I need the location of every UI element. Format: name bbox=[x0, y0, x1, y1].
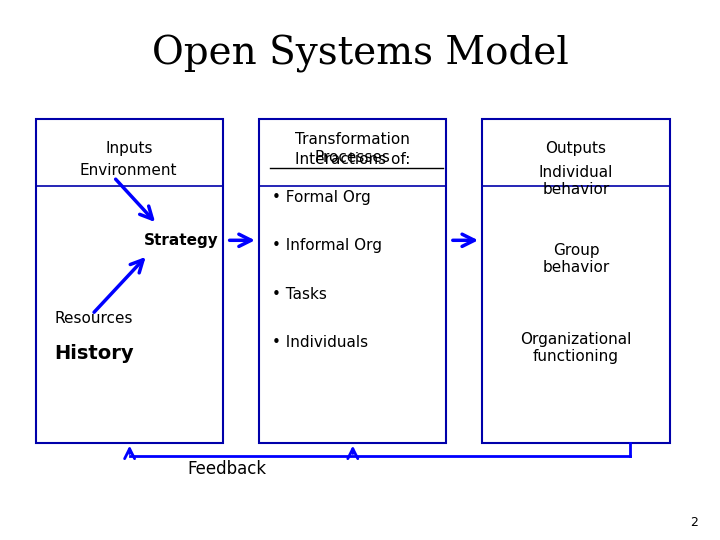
FancyBboxPatch shape bbox=[259, 119, 446, 443]
Text: Open Systems Model: Open Systems Model bbox=[152, 35, 568, 73]
Text: • Informal Org: • Informal Org bbox=[272, 238, 382, 253]
Text: Inputs: Inputs bbox=[106, 141, 153, 156]
Text: Strategy: Strategy bbox=[144, 233, 219, 248]
Text: Organizational
functioning: Organizational functioning bbox=[521, 332, 631, 365]
Text: • Formal Org: • Formal Org bbox=[272, 190, 371, 205]
Text: Individual
behavior: Individual behavior bbox=[539, 165, 613, 197]
FancyBboxPatch shape bbox=[482, 119, 670, 443]
Text: Environment: Environment bbox=[79, 163, 176, 178]
Text: 2: 2 bbox=[690, 516, 698, 529]
Text: Outputs: Outputs bbox=[546, 141, 606, 156]
FancyBboxPatch shape bbox=[36, 119, 223, 443]
Text: • Tasks: • Tasks bbox=[272, 287, 327, 302]
Text: Transformation
Processes: Transformation Processes bbox=[295, 132, 410, 165]
Text: Group
behavior: Group behavior bbox=[542, 243, 610, 275]
Text: Resources: Resources bbox=[54, 311, 132, 326]
Text: Interactions of:: Interactions of: bbox=[295, 152, 410, 167]
Text: History: History bbox=[54, 344, 134, 363]
Text: • Individuals: • Individuals bbox=[272, 335, 369, 350]
Text: Feedback: Feedback bbox=[187, 460, 266, 478]
